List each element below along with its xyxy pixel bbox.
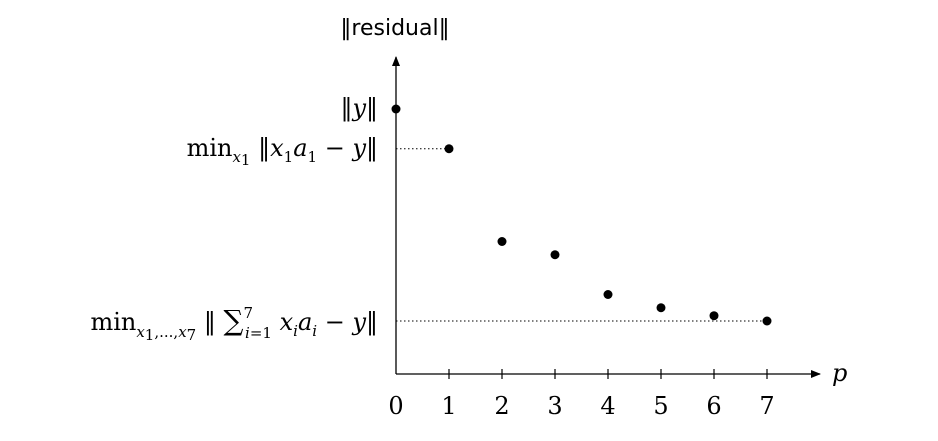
- x-tick-label-2: 2: [494, 392, 509, 420]
- x-tick-label-6: 6: [706, 392, 721, 420]
- x-tick-label-1: 1: [441, 392, 456, 420]
- leader-lines: [396, 148, 767, 322]
- data-point-3: [550, 250, 560, 260]
- x-tick-label-5: 5: [653, 392, 668, 420]
- x-ticks: 0 1 2 3 4 5 6 7: [388, 369, 775, 420]
- x-axis-label: p: [832, 359, 847, 387]
- data-point-4: [603, 290, 613, 299]
- annotation-min-x1-to-x7: minx1,...,x7 ‖ ∑7 i=1 xiai − y‖: [90, 304, 378, 344]
- x-tick-label-3: 3: [547, 392, 562, 420]
- data-point-1: [444, 144, 454, 154]
- annotation-min-x1: minx1 ‖x1a1 − y‖: [187, 134, 378, 169]
- x-tick-label-4: 4: [600, 392, 615, 420]
- x-tick-label-0: 0: [388, 392, 403, 420]
- data-point-2: [497, 237, 507, 246]
- x-tick-label-7: 7: [759, 392, 774, 420]
- data-point-6: [709, 311, 719, 321]
- data-point-7: [762, 316, 772, 326]
- y-axis-label: ‖residual‖: [340, 16, 449, 41]
- data-point-5: [656, 303, 666, 313]
- data-points: [391, 104, 772, 326]
- data-point-0: [391, 104, 401, 114]
- annotation-norm-y: ‖y‖: [340, 94, 378, 123]
